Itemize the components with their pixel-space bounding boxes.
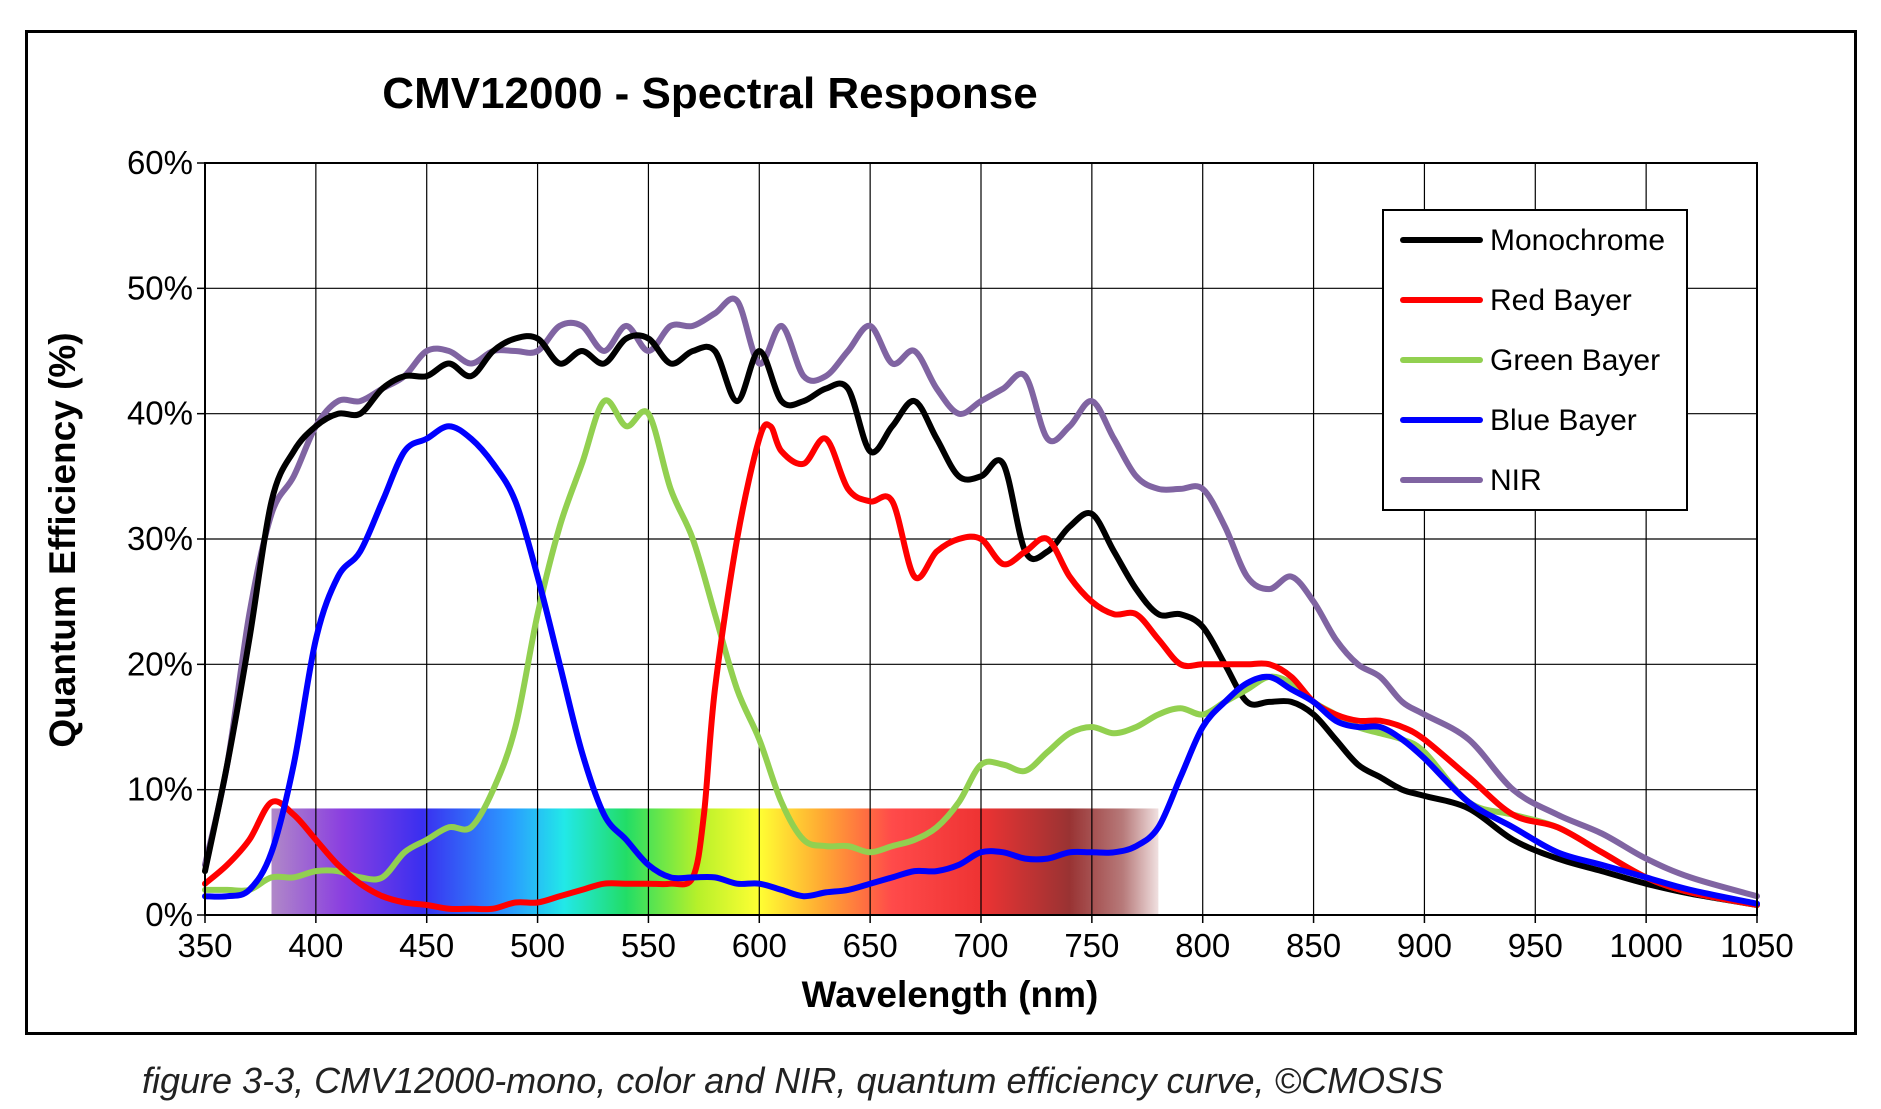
y-axis-ticks: 0% 10% 20% 30% 40% 50% 60%	[127, 144, 205, 933]
series-lines	[202, 295, 1760, 913]
spectrum-band	[271, 808, 1159, 915]
plot-area-border	[204, 162, 1758, 916]
series-line-red-bayer	[202, 421, 1760, 913]
x-axis-label: Wavelength (nm)	[802, 974, 1099, 1015]
series-line-monochrome	[202, 332, 1760, 908]
chart-title: CMV12000 - Spectral Response	[382, 69, 1037, 118]
x-tick-label: 700	[953, 927, 1008, 964]
series-line-nir	[202, 295, 1760, 900]
x-tick-label: 400	[288, 927, 343, 964]
x-tick-label: 550	[621, 927, 676, 964]
y-tick-label: 30%	[127, 520, 193, 557]
y-tick-label: 40%	[127, 395, 193, 432]
x-tick-label: 900	[1397, 927, 1452, 964]
figure-caption: figure 3-3, CMV12000-mono, color and NIR…	[142, 1060, 1444, 1101]
legend-label: Monochrome	[1490, 224, 1665, 257]
y-tick-label: 50%	[127, 269, 193, 306]
x-tick-label: 1000	[1609, 927, 1682, 964]
legend-label: NIR	[1490, 464, 1542, 497]
y-axis-label: Quantum Efficiency (%)	[42, 332, 83, 747]
x-tick-label: 500	[510, 927, 565, 964]
x-tick-label: 600	[732, 927, 787, 964]
x-tick-label: 950	[1508, 927, 1563, 964]
legend-label: Red Bayer	[1490, 284, 1632, 317]
x-tick-label: 850	[1286, 927, 1341, 964]
y-tick-label: 10%	[127, 771, 193, 808]
legend-label: Green Bayer	[1490, 344, 1660, 377]
legend-label: Blue Bayer	[1490, 404, 1637, 437]
x-tick-label: 1050	[1720, 927, 1793, 964]
x-axis-ticks: 350 400 450 500 550 600 650 700 750 800 850 900 950 1…	[177, 915, 1794, 964]
legend: Monochrome Red Bayer Green Bayer Blue Bayer…	[1382, 209, 1688, 511]
x-tick-label: 650	[843, 927, 898, 964]
x-tick-label: 800	[1175, 927, 1230, 964]
x-tick-label: 450	[399, 927, 454, 964]
x-tick-label: 350	[177, 927, 232, 964]
series-line-blue-bayer	[202, 423, 1760, 907]
y-tick-label: 0%	[145, 896, 193, 933]
y-tick-label: 20%	[127, 645, 193, 682]
chart: CMV12000 - Spectral Response 0% 10% 20% 30%…	[42, 69, 1794, 1015]
y-tick-label: 60%	[127, 144, 193, 181]
x-tick-label: 750	[1064, 927, 1119, 964]
